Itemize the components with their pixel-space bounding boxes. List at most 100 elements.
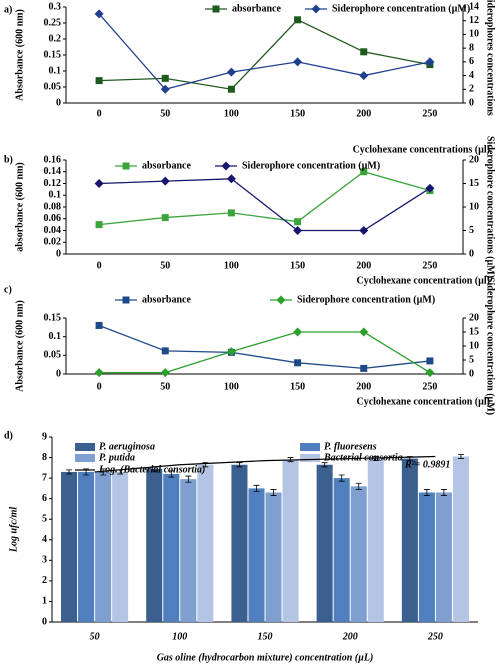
- data-point: [293, 226, 303, 235]
- y-tick-label: 6: [42, 493, 47, 504]
- x-tick-label: 0: [97, 260, 102, 271]
- legend-swatch: [300, 454, 320, 462]
- x-tick-label: 150: [290, 108, 305, 119]
- legend-label: absorbance: [142, 294, 191, 305]
- bar: [265, 492, 282, 622]
- x-axis-title: Cyclohexane concentrations (µl): [353, 144, 490, 155]
- bar: [163, 474, 180, 622]
- y2-tick-label: 15: [469, 326, 479, 337]
- y2-tick-label: 0: [469, 368, 474, 379]
- bar: [350, 486, 367, 622]
- y2-tick-label: 10: [469, 340, 479, 351]
- panel-label: b): [4, 154, 13, 165]
- error-bar: [355, 482, 362, 490]
- data-point: [161, 214, 169, 222]
- error-bar: [253, 484, 260, 492]
- y-tick-label: 0.06: [44, 213, 62, 224]
- bar: [248, 488, 265, 622]
- x-axis-title: Cyclohexane concentration (µl): [356, 396, 490, 407]
- y-tick-label: 0: [56, 248, 61, 259]
- data-point: [294, 16, 302, 24]
- data-point: [161, 74, 169, 82]
- y2-tick-label: 20: [469, 154, 479, 165]
- data-point: [95, 321, 103, 329]
- x-axis-title: Cyclohexane concentration (µl): [356, 275, 490, 286]
- y2-tick-label: 14: [469, 1, 479, 12]
- bar: [435, 492, 452, 622]
- trendline: [94, 455, 436, 473]
- y-tick-label: 8: [42, 452, 47, 463]
- bar: [418, 492, 435, 622]
- y2-tick-label: 20: [469, 312, 479, 323]
- data-point: [425, 57, 435, 67]
- y-tick-label: 0.14: [44, 166, 62, 177]
- data-point: [94, 9, 104, 19]
- y-tick-label: 7: [42, 472, 47, 483]
- y2-tick-label: 5: [469, 225, 474, 236]
- data-point: [227, 209, 235, 217]
- bar: [367, 458, 384, 622]
- x-tick-label: 200: [356, 260, 371, 271]
- series-line: [99, 171, 431, 226]
- x-tick-label: 50: [160, 381, 170, 392]
- legend-label: Siderophore concentration (µM): [242, 160, 380, 171]
- bar: [401, 458, 418, 622]
- x-tick-label: 100: [172, 631, 187, 642]
- data-point: [94, 179, 104, 188]
- legend-swatch: [75, 454, 95, 462]
- data-point: [360, 364, 368, 372]
- y-tick-label: 0.2: [49, 33, 62, 44]
- y2-tick-label: 6: [469, 56, 474, 67]
- y-tick-label: 9: [42, 431, 47, 442]
- y-axis-title: absorbance (600 nm): [14, 162, 25, 251]
- data-point: [360, 48, 368, 56]
- error-bar: [457, 454, 464, 459]
- series-line: [99, 19, 431, 90]
- error-bar: [100, 468, 107, 476]
- legend-label: P. aeruginosa: [99, 441, 155, 452]
- bar: [112, 471, 129, 622]
- data-point: [160, 368, 170, 378]
- legend-label: Log. (Bacterial consortia): [98, 464, 205, 475]
- legend-label: absorbance: [232, 3, 281, 14]
- y-tick-label: 0: [56, 97, 61, 108]
- data-point: [294, 218, 302, 226]
- error-bar: [185, 475, 192, 483]
- data-point: [226, 174, 236, 184]
- y-tick-label: 4: [42, 534, 47, 545]
- data-point: [294, 359, 302, 367]
- data-point: [226, 347, 236, 357]
- y-tick-label: 0.15: [44, 312, 62, 323]
- legend-marker: [221, 161, 231, 171]
- y2-tick-label: 15: [469, 178, 479, 189]
- data-point: [359, 71, 369, 81]
- y2-tick-label: 10: [469, 29, 479, 40]
- error-bar: [423, 489, 430, 496]
- y-axis-title: Log ufc/ml: [8, 507, 19, 553]
- bar: [78, 471, 95, 622]
- y-tick-label: 0.05: [44, 81, 62, 92]
- y2-tick-label: 0: [469, 97, 474, 108]
- legend-swatch: [75, 443, 95, 451]
- legend-marker: [122, 296, 130, 304]
- x-axis-title: Gas oline (hydrocarbon mixture) concentr…: [157, 652, 374, 663]
- data-point: [161, 347, 169, 355]
- y2-tick-label: 4: [469, 70, 474, 81]
- y-axis-title: Absorbance (600 nm): [14, 300, 25, 392]
- x-tick-label: 100: [224, 260, 239, 271]
- data-point: [359, 327, 369, 337]
- x-tick-label: 100: [224, 108, 239, 119]
- legend-label: P. fluoresens: [324, 441, 377, 452]
- data-point: [426, 357, 434, 365]
- y-tick-label: 0.1: [49, 190, 62, 201]
- data-point: [95, 221, 103, 229]
- data-point: [160, 84, 170, 94]
- y-tick-label: 0.08: [44, 201, 62, 212]
- y2-tick-label: 12: [469, 15, 479, 26]
- y2-axis-title: Siderophore concentrations (µM): [485, 136, 496, 278]
- data-point: [425, 183, 435, 193]
- x-tick-label: 100: [224, 381, 239, 392]
- error-bar: [66, 469, 73, 475]
- x-tick-label: 150: [290, 260, 305, 271]
- y-tick-label: 0.1: [49, 65, 62, 76]
